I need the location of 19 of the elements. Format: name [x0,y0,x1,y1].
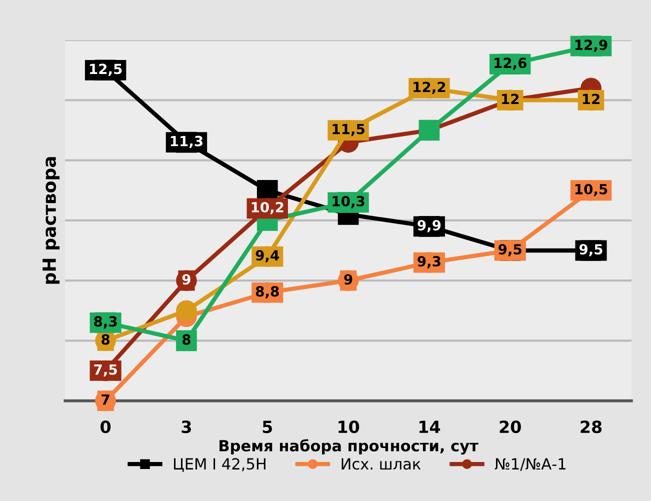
x-tick-label: 28 [580,420,602,434]
legend-label: ЦЕМ I 42,5Н [174,458,266,472]
x-tick-label: 14 [419,420,440,433]
data-label: 12 [502,94,519,104]
data-label: 8 [182,334,190,345]
x-tick-label: 0 [100,420,111,434]
x-tick-label: 10 [338,420,360,434]
x-axis-title: Время набора прочности, сут [220,439,478,455]
data-label: 9 [182,274,190,285]
x-tick-label: 3 [182,420,191,434]
data-label: 9 [344,274,352,285]
legend-label: Исх. шлак [342,458,421,470]
x-tick-label: 5 [262,420,272,434]
data-label: 7 [102,394,110,405]
y-axis-title: pH раствора [42,157,60,284]
x-tick-label: 20 [500,420,521,434]
data-label: 12 [582,94,600,104]
data-label: 8 [102,334,110,345]
legend-label: №1/№А-1 [494,458,566,471]
